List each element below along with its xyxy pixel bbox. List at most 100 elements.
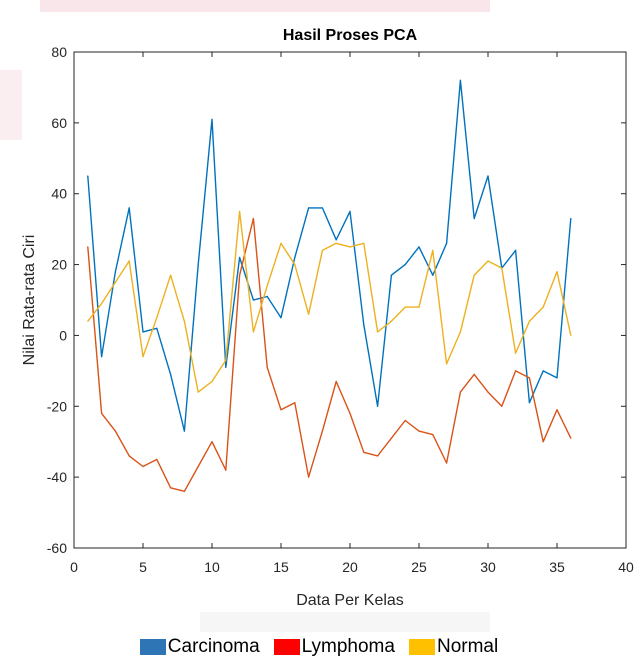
data-point-lymphoma (459, 391, 461, 393)
data-point-normal (197, 391, 199, 393)
data-point-carcinoma (446, 242, 448, 244)
data-point-lymphoma (294, 402, 296, 404)
series-line-carcinoma (87, 79, 572, 432)
data-point-lymphoma (308, 476, 310, 478)
plot-area (73, 51, 627, 549)
data-point-normal (239, 210, 241, 212)
data-point-normal (211, 380, 213, 383)
data-point-lymphoma (280, 409, 282, 411)
data-point-normal (294, 264, 296, 266)
data-point-carcinoma (101, 356, 103, 358)
data-point-lymphoma (487, 391, 489, 393)
x-tick-label: 15 (273, 559, 289, 575)
y-tick-label: -40 (47, 469, 67, 485)
data-point-carcinoma (321, 207, 323, 209)
data-point-lymphoma (252, 217, 254, 220)
data-point-normal (252, 331, 254, 333)
y-tick-label: -60 (47, 540, 67, 556)
data-point-normal (335, 242, 337, 244)
data-point-carcinoma (252, 299, 254, 301)
legend-swatch-carcinoma (139, 639, 166, 655)
data-point-carcinoma (570, 217, 572, 220)
legend-label-carcinoma: Carcinoma (167, 636, 260, 657)
data-point-carcinoma (211, 118, 213, 120)
data-point-normal (446, 363, 448, 365)
data-point-carcinoma (542, 370, 544, 372)
data-point-normal (225, 359, 227, 361)
data-point-lymphoma (321, 430, 323, 432)
data-point-normal (418, 306, 420, 308)
data-point-normal (349, 246, 351, 248)
data-point-carcinoma (128, 207, 130, 209)
y-tick-label: -20 (47, 398, 67, 414)
data-point-lymphoma (101, 412, 103, 414)
data-point-carcinoma (556, 377, 558, 379)
data-point-lymphoma (156, 458, 158, 460)
data-point-normal (515, 352, 517, 354)
data-point-normal (280, 242, 282, 244)
data-point-lymphoma (501, 405, 503, 407)
data-point-normal (390, 320, 392, 322)
data-point-carcinoma (377, 405, 379, 407)
data-point-lymphoma (349, 412, 351, 414)
data-point-lymphoma (542, 441, 544, 443)
data-point-lymphoma (390, 437, 392, 439)
data-point-normal (432, 249, 434, 251)
data-point-normal (459, 331, 461, 333)
x-tick-label: 30 (480, 559, 496, 575)
legend-item-carcinoma: Carcinoma (139, 636, 260, 658)
data-point-carcinoma (239, 256, 241, 259)
y-tick-label: 80 (51, 44, 67, 60)
data-point-carcinoma (294, 256, 296, 259)
data-point-normal (114, 281, 116, 283)
x-tick-label: 40 (618, 559, 634, 575)
data-point-lymphoma (528, 377, 531, 379)
legend-label-normal: Normal (436, 636, 499, 657)
data-point-lymphoma (87, 246, 89, 248)
data-point-normal (321, 249, 323, 251)
data-point-lymphoma (239, 274, 241, 276)
data-point-lymphoma (446, 462, 448, 464)
data-point-carcinoma (515, 249, 517, 251)
x-tick-label: 25 (411, 559, 427, 575)
data-point-lymphoma (363, 451, 365, 453)
legend-swatch-lymphoma (273, 639, 300, 655)
legend-label-lymphoma: Lymphoma (301, 636, 395, 657)
x-tick-label: 0 (70, 559, 78, 575)
data-point-carcinoma (266, 295, 268, 298)
data-point-normal (142, 356, 144, 358)
data-point-lymphoma (432, 434, 434, 436)
data-point-carcinoma (170, 373, 172, 375)
data-point-normal (377, 331, 379, 333)
chart-title: Hasil Proses PCA (283, 27, 418, 44)
data-point-carcinoma (335, 239, 337, 241)
data-point-lymphoma (114, 430, 116, 432)
data-point-carcinoma (432, 274, 434, 276)
data-point-normal (101, 302, 103, 305)
data-point-lymphoma (418, 430, 420, 432)
series-line-lymphoma (87, 217, 572, 492)
data-point-lymphoma (170, 487, 172, 489)
data-point-normal (266, 285, 268, 287)
data-point-normal (487, 260, 489, 262)
axis-ticks: 0 5 10 15 20 25 30 35 40 -60 -40 -20 0 20 40 60 80 (47, 44, 634, 575)
data-point-lymphoma (142, 465, 144, 468)
data-point-lymphoma (266, 366, 268, 368)
data-point-lymphoma (515, 370, 517, 372)
data-point-carcinoma (87, 175, 89, 177)
x-tick-label: 5 (139, 559, 147, 575)
y-tick-label: 40 (51, 186, 67, 202)
data-point-carcinoma (459, 79, 461, 81)
series-lines (87, 79, 572, 492)
data-point-carcinoma (418, 246, 420, 248)
data-point-normal (363, 242, 365, 244)
data-point-carcinoma (349, 210, 351, 212)
data-point-lymphoma (183, 490, 185, 492)
data-point-carcinoma (142, 331, 144, 333)
legend-item-lymphoma: Lymphoma (273, 636, 395, 658)
x-tick-label: 10 (204, 559, 220, 575)
legend-item-normal: Normal (408, 636, 499, 658)
data-point-lymphoma (128, 455, 130, 457)
data-point-carcinoma (280, 317, 282, 319)
